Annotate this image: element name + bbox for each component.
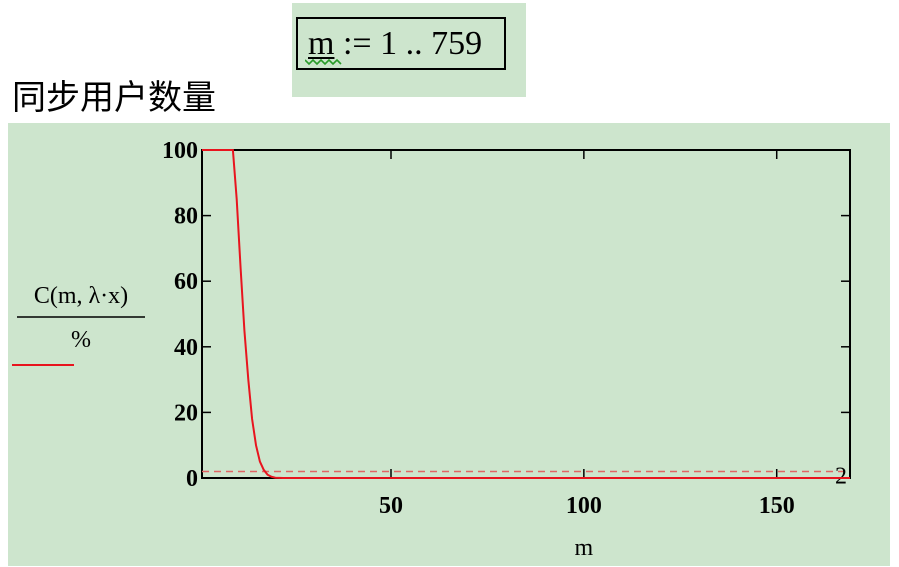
section-label: 同步用户数量 — [12, 78, 216, 118]
range-definition-region[interactable]: m := 1 .. 759 — [292, 3, 526, 97]
y-axis-label-numerator: C(m, λ·x) — [34, 283, 128, 309]
x-tick-label: 50 — [379, 493, 403, 519]
y-tick-label: 20 — [174, 400, 198, 426]
spellcheck-squiggle-icon — [305, 58, 342, 66]
y-tick-label: 80 — [174, 204, 198, 230]
x-axis-label: m — [575, 535, 594, 561]
range-variable: m — [308, 25, 335, 62]
line-chart[interactable]: 0 20 40 60 80 100 50 100 150 2 m C(m, λ·x)% — [8, 123, 890, 566]
reference-line-label: 2 — [835, 463, 847, 489]
y-tick-label: 100 — [162, 138, 198, 164]
y-tick-label: 60 — [174, 269, 198, 295]
y-tick-label: 40 — [174, 335, 198, 361]
range-operator: := — [342, 25, 372, 62]
range-value: 1 .. 759 — [380, 25, 483, 62]
plot-region[interactable]: 0 20 40 60 80 100 50 100 150 2 m C(m, λ·x)% — [8, 123, 890, 566]
plot-frame — [201, 149, 851, 479]
x-tick-label: 150 — [759, 493, 795, 519]
y-tick-label: 0 — [186, 466, 198, 492]
x-tick-label: 100 — [566, 493, 602, 519]
series-line — [202, 149, 850, 479]
y-axis-label-denominator: % — [71, 327, 91, 353]
